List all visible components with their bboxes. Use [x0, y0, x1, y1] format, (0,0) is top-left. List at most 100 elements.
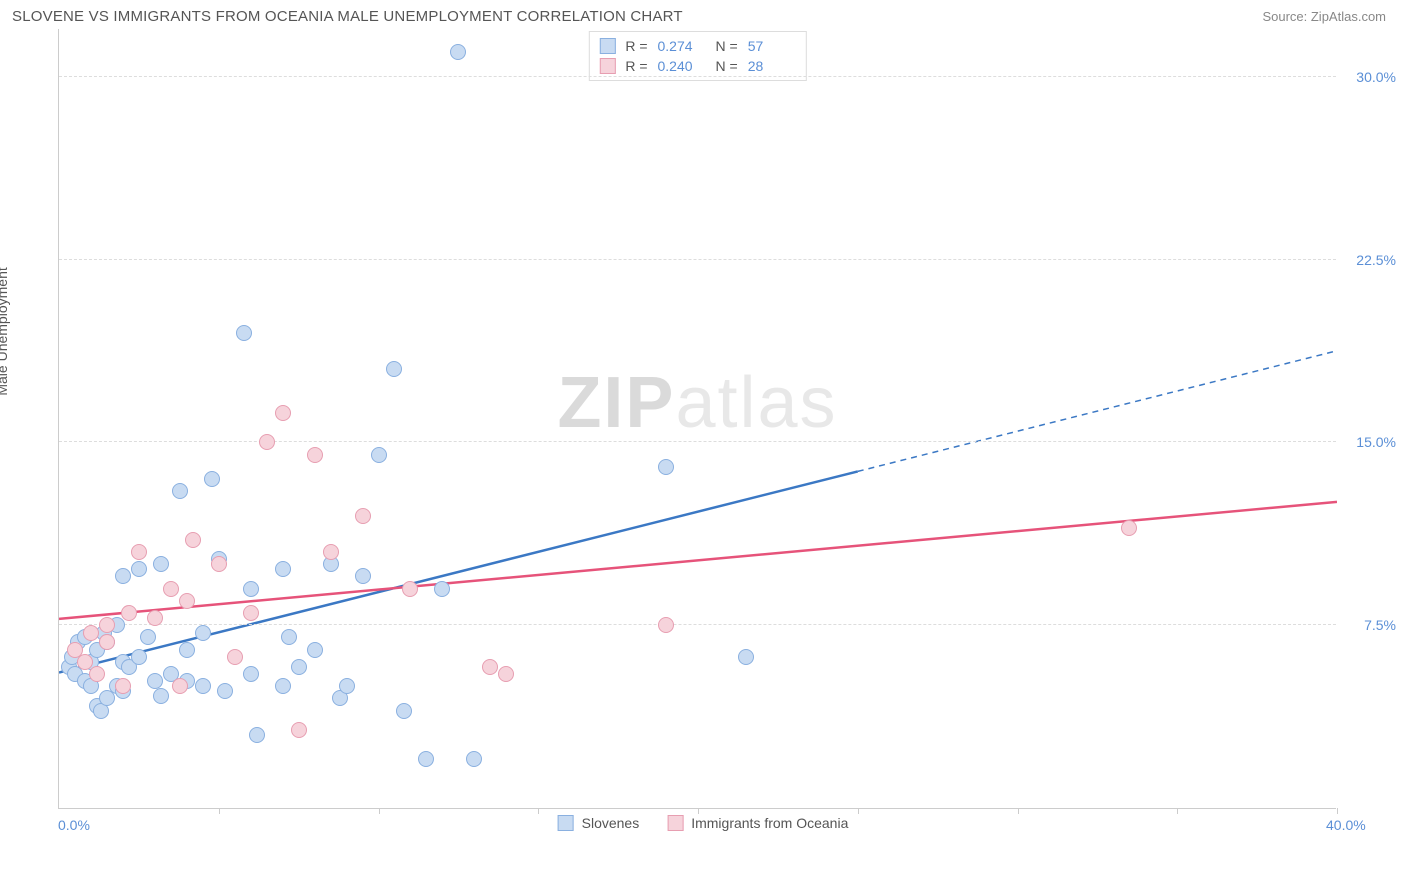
data-point [434, 581, 450, 597]
y-tick-label: 22.5% [1356, 252, 1396, 268]
x-tick [1177, 808, 1178, 814]
data-point [204, 471, 220, 487]
data-point [172, 483, 188, 499]
y-tick-label: 30.0% [1356, 69, 1396, 85]
y-axis-label: Male Unemployment [0, 267, 10, 395]
watermark: ZIPatlas [557, 362, 837, 444]
legend-swatch-icon [599, 58, 615, 74]
regression-line-extrapolated [858, 351, 1337, 472]
data-point [243, 666, 259, 682]
stat-n-value: 57 [748, 38, 796, 54]
data-point [259, 434, 275, 450]
data-point [355, 568, 371, 584]
data-point [339, 678, 355, 694]
data-point [115, 568, 131, 584]
data-point [211, 556, 227, 572]
gridline [59, 441, 1336, 442]
y-tick-label: 7.5% [1364, 617, 1396, 633]
data-point [227, 649, 243, 665]
data-point [658, 617, 674, 633]
data-point [307, 447, 323, 463]
x-tick [1337, 808, 1338, 814]
legend-stats-row: R = 0.240 N = 28 [599, 56, 795, 76]
x-tick [1018, 808, 1019, 814]
data-point [291, 722, 307, 738]
data-point [243, 605, 259, 621]
data-point [386, 361, 402, 377]
stat-r-value: 0.240 [658, 58, 706, 74]
data-point [99, 634, 115, 650]
data-point [236, 325, 252, 341]
data-point [77, 654, 93, 670]
legend-item: Immigrants from Oceania [667, 815, 848, 831]
stat-r-label: R = [625, 58, 647, 74]
regression-line [59, 502, 1337, 619]
data-point [195, 678, 211, 694]
regression-lines [59, 29, 1337, 809]
data-point [291, 659, 307, 675]
legend-swatch-icon [558, 815, 574, 831]
data-point [89, 666, 105, 682]
x-axis-max-label: 40.0% [1326, 817, 1406, 833]
data-point [121, 605, 137, 621]
data-point [195, 625, 211, 641]
data-point [131, 649, 147, 665]
data-point [179, 642, 195, 658]
data-point [217, 683, 233, 699]
data-point [371, 447, 387, 463]
data-point [131, 544, 147, 560]
chart-title: SLOVENE VS IMMIGRANTS FROM OCEANIA MALE … [12, 8, 683, 25]
data-point [163, 581, 179, 597]
legend-swatch-icon [599, 38, 615, 54]
bottom-legend: Slovenes Immigrants from Oceania [558, 815, 849, 831]
stat-n-label: N = [716, 38, 738, 54]
x-tick [538, 808, 539, 814]
x-tick [698, 808, 699, 814]
legend-label: Immigrants from Oceania [691, 815, 848, 831]
data-point [396, 703, 412, 719]
data-point [450, 44, 466, 60]
regression-line [59, 471, 858, 672]
source-label: Source: ZipAtlas.com [1262, 9, 1386, 24]
gridline [59, 259, 1336, 260]
data-point [185, 532, 201, 548]
data-point [658, 459, 674, 475]
stat-r-label: R = [625, 38, 647, 54]
x-axis-min-label: 0.0% [58, 817, 90, 833]
data-point [153, 556, 169, 572]
data-point [402, 581, 418, 597]
stat-r-value: 0.274 [658, 38, 706, 54]
data-point [153, 688, 169, 704]
stat-n-label: N = [716, 58, 738, 74]
data-point [140, 629, 156, 645]
x-tick [858, 808, 859, 814]
data-point [281, 629, 297, 645]
gridline [59, 624, 1336, 625]
data-point [172, 678, 188, 694]
data-point [275, 405, 291, 421]
data-point [131, 561, 147, 577]
legend-label: Slovenes [582, 815, 640, 831]
data-point [249, 727, 265, 743]
stat-n-value: 28 [748, 58, 796, 74]
x-tick [219, 808, 220, 814]
data-point [355, 508, 371, 524]
data-point [482, 659, 498, 675]
legend-stats-row: R = 0.274 N = 57 [599, 36, 795, 56]
chart-container: Male Unemployment ZIPatlas R = 0.274 N =… [10, 29, 1396, 849]
watermark-light: atlas [675, 363, 837, 443]
x-tick [379, 808, 380, 814]
scatter-plot: ZIPatlas R = 0.274 N = 57 R = 0.240 N = … [58, 29, 1336, 809]
data-point [323, 544, 339, 560]
data-point [243, 581, 259, 597]
legend-stats-box: R = 0.274 N = 57 R = 0.240 N = 28 [588, 31, 806, 81]
data-point [307, 642, 323, 658]
data-point [83, 625, 99, 641]
data-point [275, 561, 291, 577]
gridline [59, 76, 1336, 77]
y-tick-label: 15.0% [1356, 434, 1396, 450]
legend-swatch-icon [667, 815, 683, 831]
data-point [147, 673, 163, 689]
data-point [418, 751, 434, 767]
watermark-bold: ZIP [557, 363, 675, 443]
